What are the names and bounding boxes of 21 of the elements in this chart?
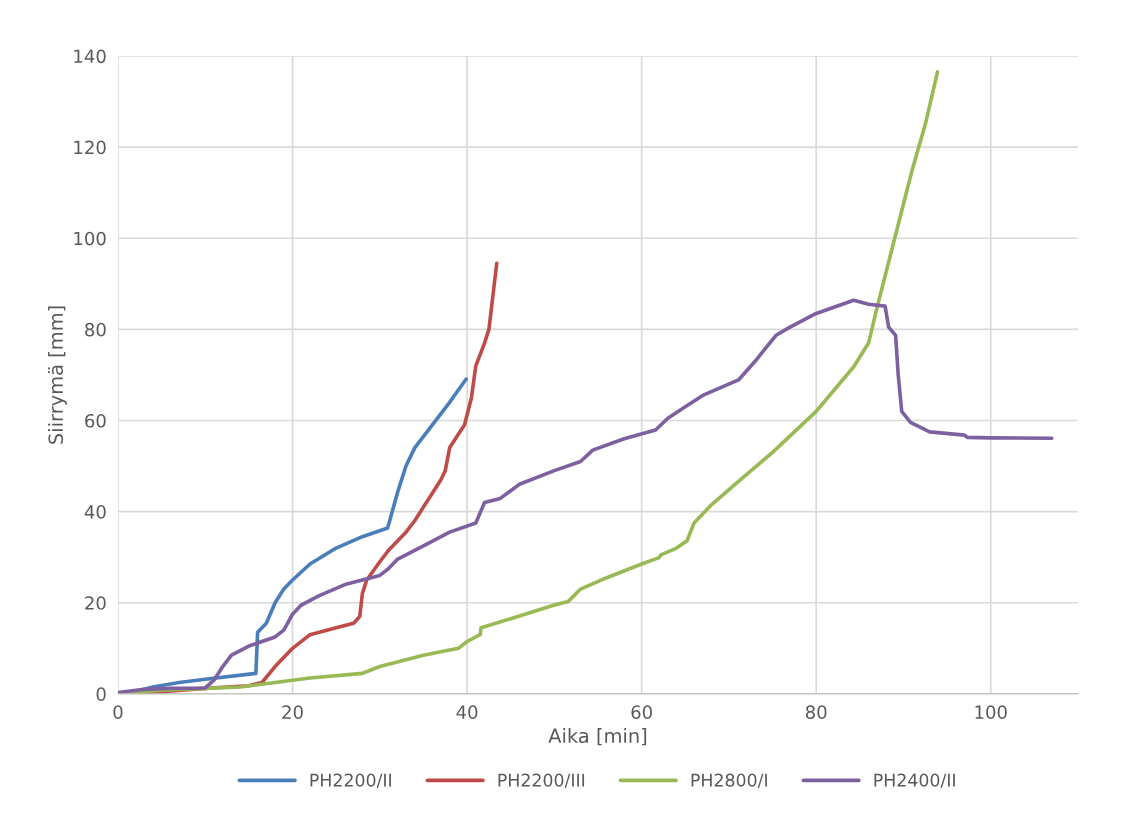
x-tick-label: 80 [805,705,827,719]
x-tick-label: 60 [631,705,652,719]
y-axis-title: Siirrymä [mm] [48,306,67,444]
y-tick-label: 100 [74,231,106,246]
x-tick-label: 40 [456,705,478,719]
legend-label: PH2200/III [498,773,585,789]
line-series [117,298,1054,694]
y-tick-label: 20 [85,596,106,610]
x-tick-label: 20 [282,705,303,719]
y-tick-label: 120 [74,140,106,155]
legend-label: PH2400/II [874,773,955,789]
x-axis-title: Aika [min] [548,728,647,746]
y-tick-label: 0 [96,687,106,701]
legend-label: PH2800/I [691,773,767,789]
x-tick-label: 100 [975,705,1007,719]
x-tick-label: 0 [113,705,123,719]
y-tick-label: 140 [74,49,106,64]
legend-label: PH2200/II [310,773,391,789]
y-tick-label: 80 [85,322,106,337]
y-tick-label: 40 [84,505,106,519]
y-tick-label: 60 [85,413,106,428]
